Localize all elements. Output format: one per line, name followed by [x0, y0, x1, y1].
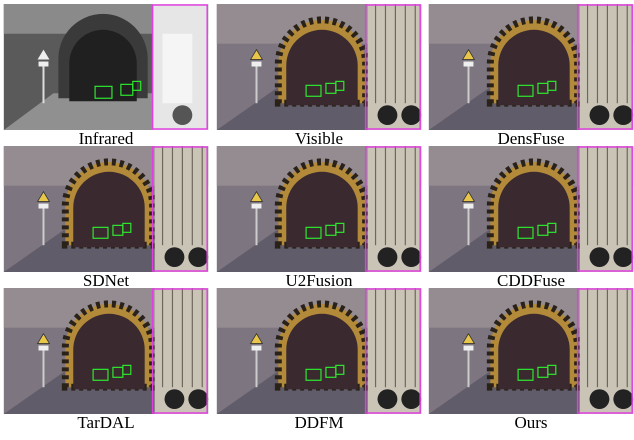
panel: DDFM [217, 288, 421, 432]
panel-image [217, 146, 421, 272]
panel-image [429, 146, 633, 272]
panel-caption: CDDFuse [497, 271, 565, 290]
panel-image [4, 146, 208, 272]
panel-caption: Ours [514, 413, 547, 432]
panel-image [4, 288, 208, 414]
panel: DensFuse [429, 4, 633, 148]
panel-image [429, 288, 633, 414]
panel-caption: DensFuse [497, 129, 564, 148]
panel-image [429, 4, 633, 130]
panel-caption: TarDAL [77, 413, 134, 432]
panel: U2Fusion [217, 146, 421, 290]
panel-caption: DDFM [294, 413, 343, 432]
panel-image [217, 4, 421, 130]
panel-caption: Visible [295, 129, 343, 148]
panel-caption: SDNet [83, 271, 130, 290]
panel: Ours [429, 288, 633, 432]
panel: Visible [217, 4, 421, 148]
panel-image [4, 4, 208, 130]
panel: TarDAL [4, 288, 208, 432]
panel: CDDFuse [429, 146, 633, 290]
panel: Infrared [4, 4, 208, 148]
panel-caption: Infrared [79, 129, 134, 148]
panel-image [217, 288, 421, 414]
figure: Infrared Visible DensFuse SDNet U2Fusion CDDF… [0, 0, 634, 435]
panel-caption: U2Fusion [285, 271, 353, 290]
panel: SDNet [4, 146, 208, 290]
